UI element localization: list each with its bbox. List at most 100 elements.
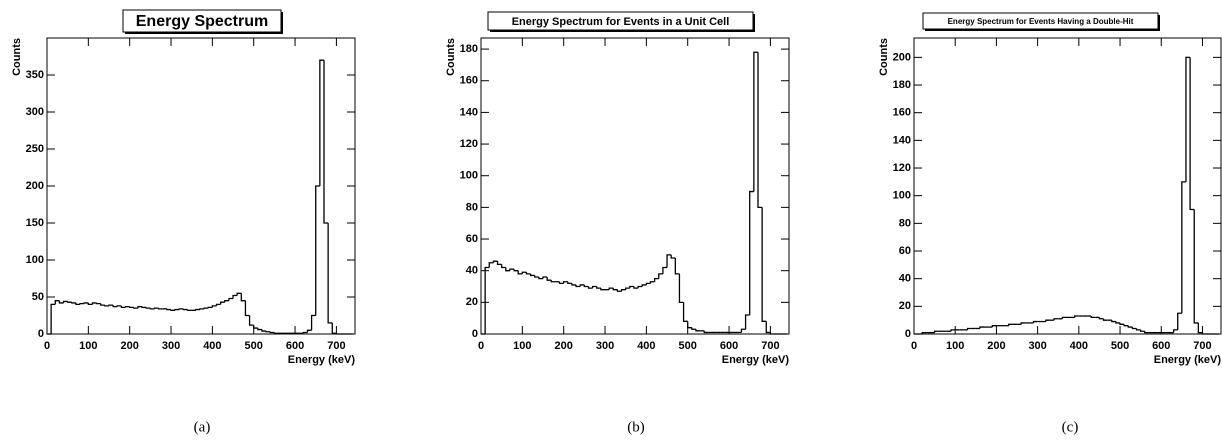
histogram-bin bbox=[765, 321, 771, 334]
histogram-bin bbox=[331, 322, 337, 334]
histogram-bin bbox=[1053, 318, 1059, 321]
histogram-bin bbox=[505, 267, 510, 272]
histogram-bin bbox=[525, 272, 531, 275]
histogram-bin bbox=[257, 328, 262, 331]
histogram-bin bbox=[67, 301, 72, 303]
histogram-bin bbox=[492, 260, 498, 263]
histogram-bin bbox=[215, 303, 221, 306]
histogram-bin bbox=[182, 308, 188, 311]
histogram-bin bbox=[104, 305, 110, 307]
histogram-bin bbox=[240, 293, 246, 302]
histogram-bin bbox=[1139, 329, 1145, 332]
histogram-bin bbox=[991, 325, 997, 328]
histogram-bin bbox=[616, 289, 622, 292]
histogram-bin bbox=[591, 285, 597, 289]
y-tick-label: 140 bbox=[460, 106, 478, 118]
y-tick-label: 60 bbox=[466, 233, 478, 245]
title-box bbox=[122, 9, 282, 33]
histogram-bin bbox=[1172, 329, 1178, 333]
histogram-bin bbox=[265, 331, 271, 333]
histogram-bin bbox=[1074, 315, 1079, 318]
histogram-bin bbox=[979, 326, 985, 329]
y-tick-label: 0 bbox=[905, 328, 911, 340]
histogram-bin bbox=[149, 308, 155, 310]
y-tick-label: 150 bbox=[26, 217, 44, 229]
title-box bbox=[922, 12, 1159, 30]
y-axis-label: Counts bbox=[445, 38, 457, 76]
histogram-bin bbox=[1008, 323, 1013, 326]
y-tick-label: 100 bbox=[26, 254, 44, 266]
y-tick-label: 20 bbox=[466, 296, 478, 308]
histogram-bin bbox=[174, 308, 180, 311]
histogram-bin bbox=[496, 261, 502, 266]
histogram-bin bbox=[1123, 324, 1129, 327]
x-tick-label: 600 bbox=[720, 340, 738, 352]
histogram-bin bbox=[236, 292, 242, 296]
plot-frame bbox=[913, 37, 1222, 335]
histogram-bin bbox=[583, 284, 589, 288]
chart-title: Energy Spectrum bbox=[136, 13, 268, 30]
histogram-bin bbox=[587, 286, 593, 289]
y-tick-label: 0 bbox=[38, 328, 44, 340]
y-tick-label: 140 bbox=[893, 134, 911, 146]
histogram-bin bbox=[1045, 319, 1050, 322]
histogram-bin bbox=[335, 333, 341, 335]
x-tick-label: 700 bbox=[761, 340, 779, 352]
histogram-bin bbox=[550, 280, 556, 283]
histogram-bin bbox=[608, 287, 614, 290]
histogram-bin bbox=[761, 207, 767, 322]
histogram-bin bbox=[662, 266, 668, 274]
histogram-bin bbox=[529, 273, 535, 277]
x-axis-label: Energy (keV) bbox=[722, 354, 790, 366]
histogram-bin bbox=[678, 273, 684, 303]
y-tick-label: 200 bbox=[893, 51, 911, 63]
y-tick-label: 50 bbox=[32, 291, 44, 303]
y-tick-label: 250 bbox=[26, 143, 44, 155]
x-tick-label: 0 bbox=[44, 340, 50, 352]
x-tick-label: 400 bbox=[637, 340, 655, 352]
y-tick-label: 120 bbox=[893, 162, 911, 174]
histogram-bin bbox=[740, 328, 746, 333]
histogram-bin bbox=[769, 332, 775, 335]
histogram-bin bbox=[620, 289, 626, 292]
x-tick-label: 500 bbox=[245, 340, 263, 352]
histogram-bin bbox=[133, 307, 138, 309]
y-tick-label: 350 bbox=[26, 69, 44, 81]
histogram-bin bbox=[1115, 321, 1121, 324]
histogram-bin bbox=[691, 327, 696, 330]
histogram-bin bbox=[484, 266, 490, 334]
histogram-bin bbox=[211, 305, 217, 308]
histogram-bin bbox=[199, 308, 205, 310]
x-tick-label: 100 bbox=[513, 340, 531, 352]
histogram-bin bbox=[310, 314, 316, 331]
y-tick-label: 180 bbox=[893, 79, 911, 91]
x-tick-label: 200 bbox=[121, 340, 139, 352]
histogram-bin bbox=[966, 327, 972, 330]
histogram-bin bbox=[596, 286, 601, 289]
histogram-bin bbox=[695, 329, 701, 332]
histogram-bin bbox=[327, 223, 333, 324]
x-tick-label: 500 bbox=[679, 340, 697, 352]
histogram-bin bbox=[950, 329, 956, 332]
histogram-bin bbox=[1201, 332, 1207, 335]
histogram-bin bbox=[753, 51, 758, 192]
histogram-bin bbox=[567, 281, 572, 284]
histogram-bin bbox=[170, 309, 176, 311]
histogram-bin bbox=[575, 284, 581, 288]
histogram-bin bbox=[153, 307, 159, 309]
histogram-bin bbox=[261, 329, 267, 332]
x-tick-label: 300 bbox=[1028, 340, 1046, 352]
y-tick-label: 40 bbox=[466, 265, 478, 277]
caption: (b) bbox=[627, 419, 645, 435]
histogram-bin bbox=[687, 321, 692, 329]
histogram-bin bbox=[219, 301, 225, 305]
x-tick-label: 600 bbox=[286, 340, 304, 352]
histogram-bin bbox=[521, 271, 527, 274]
histogram-bin bbox=[244, 300, 250, 317]
histogram-bin bbox=[757, 52, 763, 209]
histogram-bin bbox=[488, 262, 494, 268]
chart-title: Energy Spectrum for Events Having a Doub… bbox=[948, 17, 1134, 26]
histogram-bin bbox=[1127, 325, 1133, 328]
y-tick-label: 160 bbox=[460, 75, 478, 87]
